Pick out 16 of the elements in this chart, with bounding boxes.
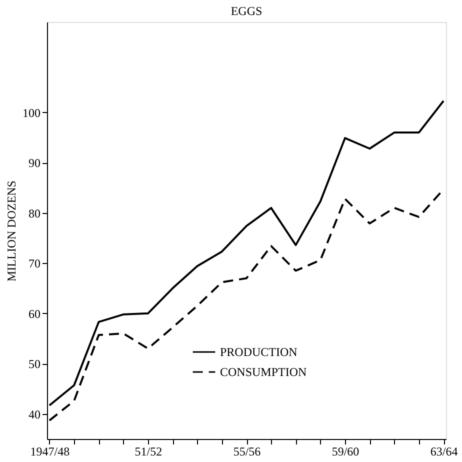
y-tick-label: 60 <box>28 306 40 321</box>
y-tick-label: 40 <box>28 407 40 422</box>
y-axis-title: MILLION DOZENS <box>4 180 18 282</box>
x-tick-label: 51/52 <box>134 444 162 458</box>
x-tick-label: 55/56 <box>233 444 261 458</box>
y-tick-label: 100 <box>22 106 40 120</box>
x-tick-label: 63/64 <box>430 444 458 458</box>
legend-label: PRODUCTION <box>220 345 298 359</box>
y-tick-label: 50 <box>28 357 40 372</box>
chart-title: EGGS <box>230 4 262 18</box>
y-tick-label: 70 <box>28 256 40 271</box>
y-tick-label: 80 <box>28 206 40 220</box>
y-tick-label: 90 <box>28 156 40 170</box>
legend-label: CONSUMPTION <box>220 365 308 379</box>
x-tick-label: 59/60 <box>332 444 360 458</box>
x-tick-label: 1947/48 <box>30 444 70 458</box>
